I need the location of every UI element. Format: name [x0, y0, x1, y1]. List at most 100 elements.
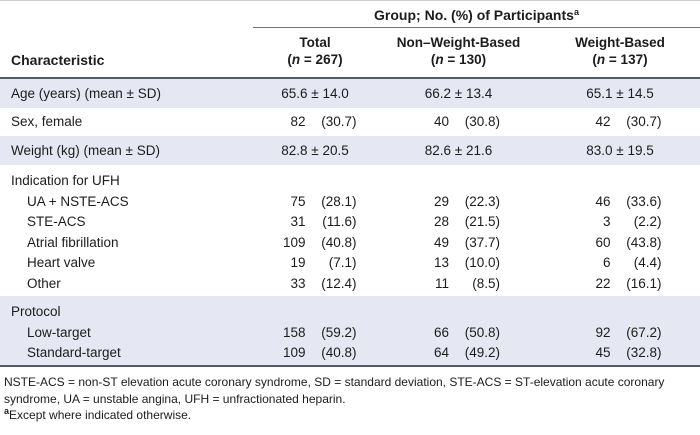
cell: 65.6 ± 14.0 — [253, 86, 377, 101]
section-indication-for-ufh: Indication for UFH UA + NSTE-ACS 75 (28.1) 2… — [0, 165, 700, 296]
count-value: 40 — [433, 114, 449, 130]
cell: 82.8 ± 20.5 — [253, 143, 377, 158]
count-value: 92 — [595, 324, 611, 340]
column-header-n: (n = 137) — [592, 52, 648, 67]
table-row-standard-target: Standard-target 109 (40.8) 64 (49.2) 45 (32.8) — [0, 343, 700, 364]
percent-value: (50.8) — [464, 324, 500, 340]
count-value: 31 — [290, 214, 306, 230]
cell: 13 (10.0) — [377, 255, 540, 270]
percent-value: (22.3) — [464, 193, 500, 209]
table-row-low-target: Low-target 158 (59.2) 66 (50.8) 92 (67.2) — [0, 322, 700, 343]
count-value: 19 — [290, 255, 306, 271]
column-header-n: (n = 130) — [430, 52, 487, 67]
percent-value: (59.2) — [321, 324, 357, 340]
footnote-text: Except where indicated otherwise. — [9, 408, 192, 422]
cell: 60 (43.8) — [540, 235, 700, 250]
column-header-non-weight-based: Non–Weight-Based (n = 130) — [377, 34, 540, 68]
count-value: 45 — [595, 345, 611, 361]
section-protocol: Protocol Low-target 158 (59.2) 66 (50.8) 92 (67… — [0, 295, 700, 365]
group-header-text: Group; No. (%) of Participants — [374, 7, 574, 23]
count-value: 75 — [290, 193, 306, 209]
percent-value: (10.0) — [464, 255, 500, 271]
cell: 82.6 ± 21.6 — [377, 143, 540, 158]
count-value: 33 — [290, 275, 306, 291]
cell: 3 (2.2) — [540, 214, 700, 229]
row-label: UA + NSTE-ACS — [27, 193, 129, 209]
table-row-sex-female: Sex, female 82 (30.7) 40 (30.8) 42 (30.7) — [0, 108, 700, 137]
footnote-marker: a — [4, 406, 10, 416]
group-header-row: Group; No. (%) of Participantsa — [0, 1, 700, 28]
percent-value: (32.8) — [626, 345, 662, 361]
table-row-atrial-fibrillation: Atrial fibrillation 109 (40.8) 49 (37.7) 60 (4… — [0, 232, 700, 253]
row-label: Other — [27, 275, 61, 291]
percent-value: (33.6) — [626, 193, 662, 209]
table-row-age-years-mean-sd: Age (years) (mean ± SD) 65.6 ± 14.0 66.2 ±… — [0, 79, 700, 108]
count-value: 13 — [433, 255, 449, 271]
column-header-row: Characteristic Total (n = 267) Non–Weight-… — [0, 28, 700, 77]
column-header-weight-based: Weight-Based (n = 137) — [540, 34, 700, 68]
footnotes: NSTE-ACS = non-ST elevation acute corona… — [0, 374, 700, 425]
count-value: 22 — [595, 275, 611, 291]
group-header: Group; No. (%) of Participantsa — [253, 1, 700, 28]
count-value: 3 — [602, 214, 611, 230]
row-label: Standard-target — [27, 345, 121, 361]
count-value: 109 — [282, 345, 306, 361]
percent-value: (4.4) — [633, 255, 662, 271]
bottom-rule — [0, 365, 700, 367]
percent-value: (49.2) — [464, 345, 500, 361]
cell: 6 (4.4) — [540, 255, 700, 270]
cell: 31 (11.6) — [253, 214, 377, 229]
percent-value: (37.7) — [464, 234, 500, 250]
percent-value: (12.4) — [321, 275, 357, 291]
percent-value: (16.1) — [626, 275, 662, 291]
cell: 92 (67.2) — [540, 325, 700, 340]
mean-sd-value: 82.6 ± 21.6 — [424, 142, 493, 158]
cell: 42 (30.7) — [540, 114, 700, 129]
count-value: 46 — [595, 193, 611, 209]
n-symbol: n — [596, 52, 606, 67]
count-value: 6 — [602, 255, 611, 271]
percent-value: (8.5) — [472, 275, 500, 291]
count-value: 29 — [433, 193, 449, 209]
column-header-label: Weight-Based — [575, 35, 665, 50]
n-symbol: n — [435, 52, 444, 67]
section-header-protocol: Protocol — [11, 304, 61, 320]
cell: 29 (22.3) — [377, 194, 540, 209]
table-row-ua-nste-acs: UA + NSTE-ACS 75 (28.1) 29 (22.3) 46 (33.6) — [0, 191, 700, 212]
n-symbol: n — [291, 52, 301, 67]
superscript-footnote: aExcept where indicated otherwise. — [4, 406, 694, 425]
count-value: 42 — [595, 114, 611, 130]
cell: 49 (37.7) — [377, 235, 540, 250]
count-value: 60 — [595, 234, 611, 250]
table-body: Age (years) (mean ± SD) 65.6 ± 14.0 66.2 ±… — [0, 79, 700, 365]
row-label: STE-ACS — [27, 214, 86, 230]
row-label: Sex, female — [11, 114, 83, 130]
mean-sd-value: 65.1 ± 14.5 — [586, 85, 654, 101]
cell: 45 (32.8) — [540, 345, 700, 360]
percent-value: (11.6) — [322, 214, 357, 230]
column-header-total: Total (n = 267) — [253, 34, 377, 68]
percent-value: (30.7) — [626, 114, 662, 130]
cell: 109 (40.8) — [253, 345, 377, 360]
count-value: 82 — [290, 114, 306, 130]
percent-value: (28.1) — [321, 193, 357, 209]
percent-value: (30.8) — [464, 114, 500, 130]
cell: 33 (12.4) — [253, 276, 377, 291]
cell: 75 (28.1) — [253, 194, 377, 209]
cell: 65.1 ± 14.5 — [540, 86, 700, 101]
column-header-n: (n = 267) — [287, 52, 343, 67]
cell: 66.2 ± 13.4 — [377, 86, 540, 101]
count-value: 64 — [433, 345, 449, 361]
count-value: 66 — [433, 324, 449, 340]
cell: 40 (30.8) — [377, 114, 540, 129]
row-label: Weight (kg) (mean ± SD) — [11, 142, 160, 158]
cell: 82 (30.7) — [253, 114, 377, 129]
mean-sd-value: 82.8 ± 20.5 — [281, 142, 349, 158]
count-value: 158 — [282, 324, 306, 340]
percent-value: (40.8) — [321, 345, 357, 361]
table-row-ste-acs: STE-ACS 31 (11.6) 28 (21.5) 3 (2.2) — [0, 212, 700, 233]
percent-value: (67.2) — [626, 324, 662, 340]
row-label: Atrial fibrillation — [27, 234, 119, 250]
cell: 11 (8.5) — [377, 276, 540, 291]
mean-sd-value: 83.0 ± 19.5 — [586, 142, 654, 158]
